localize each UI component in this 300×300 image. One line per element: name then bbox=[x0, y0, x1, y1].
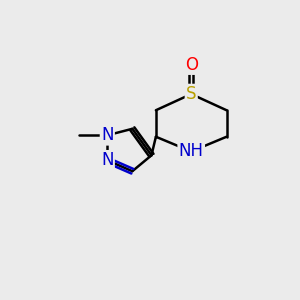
Text: NH: NH bbox=[179, 142, 204, 160]
Text: N: N bbox=[101, 126, 114, 144]
Text: O: O bbox=[185, 56, 198, 74]
Text: N: N bbox=[101, 151, 114, 169]
Text: S: S bbox=[186, 85, 196, 103]
Text: methyl: methyl bbox=[0, 299, 1, 300]
